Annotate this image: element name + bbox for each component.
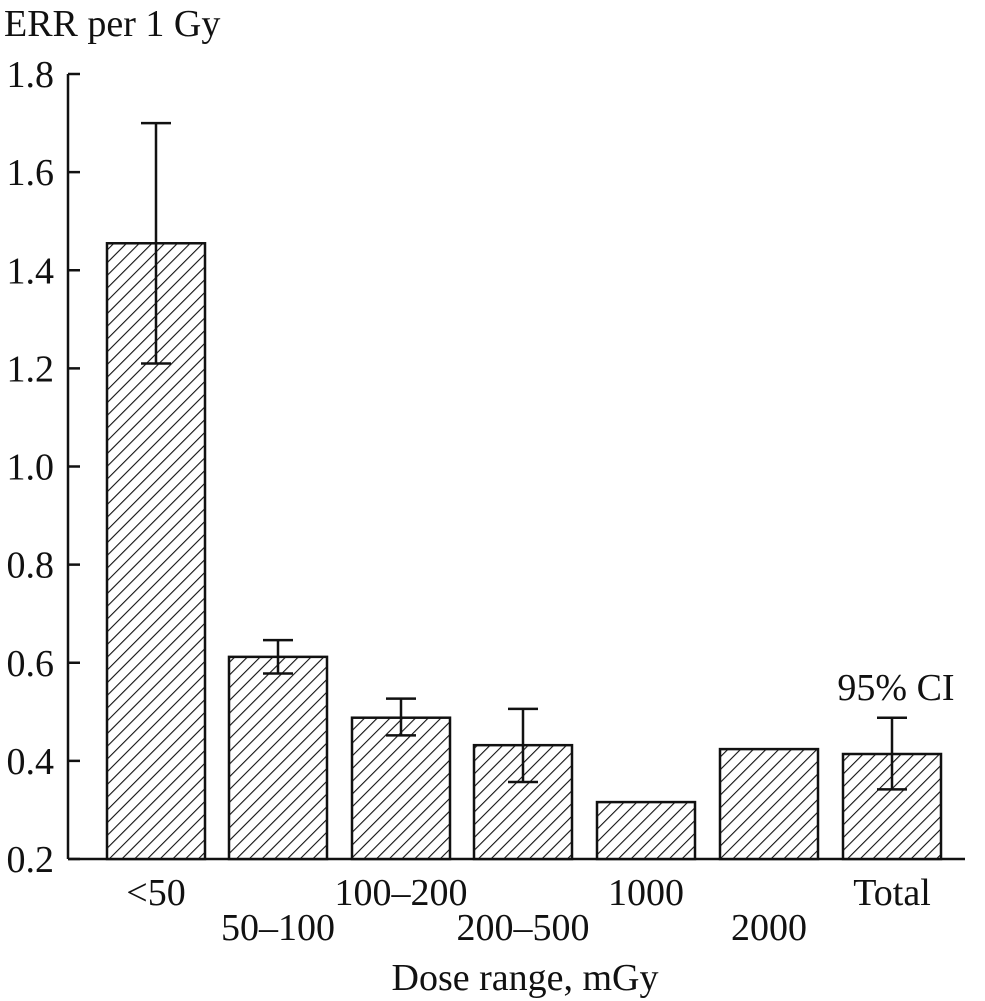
ci-annotation: 95% CI bbox=[837, 667, 954, 709]
bar bbox=[350, 716, 452, 861]
y-tick-label: 1.8 bbox=[7, 54, 55, 96]
error-bar bbox=[877, 716, 907, 791]
x-category-label: 200–500 bbox=[457, 907, 590, 949]
x-category-label: 50–100 bbox=[221, 907, 335, 949]
x-category-label: <50 bbox=[126, 872, 185, 914]
error-bars bbox=[141, 121, 907, 791]
y-tick-label: 1.0 bbox=[7, 447, 55, 489]
x-category-label: Total bbox=[853, 872, 931, 914]
error-bar bbox=[141, 121, 171, 365]
y-tick-label: 0.8 bbox=[7, 545, 55, 587]
axes: 0.2 0.4 0.6 0.8 1.0 1.2 1.4 1.6 1.8 bbox=[7, 54, 965, 881]
x-category-label: 2000 bbox=[731, 907, 807, 949]
y-tick-label: 0.2 bbox=[7, 839, 55, 881]
x-axis-label: Dose range, mGy bbox=[392, 957, 659, 999]
error-bar bbox=[386, 697, 416, 737]
error-bar bbox=[508, 707, 538, 784]
y-tick-label: 1.4 bbox=[7, 250, 55, 292]
error-bar bbox=[263, 638, 293, 675]
bar bbox=[718, 747, 820, 861]
y-tick-label: 1.2 bbox=[7, 348, 55, 390]
x-category-label: 100–200 bbox=[335, 872, 468, 914]
x-category-label: 1000 bbox=[608, 872, 684, 914]
y-axis-label: ERR per 1 Gy bbox=[4, 3, 220, 45]
bar bbox=[227, 655, 329, 861]
y-tick-label: 0.6 bbox=[7, 643, 55, 685]
bar bbox=[595, 800, 697, 861]
y-tick-label: 1.6 bbox=[7, 152, 55, 194]
y-tick-label: 0.4 bbox=[7, 741, 55, 783]
